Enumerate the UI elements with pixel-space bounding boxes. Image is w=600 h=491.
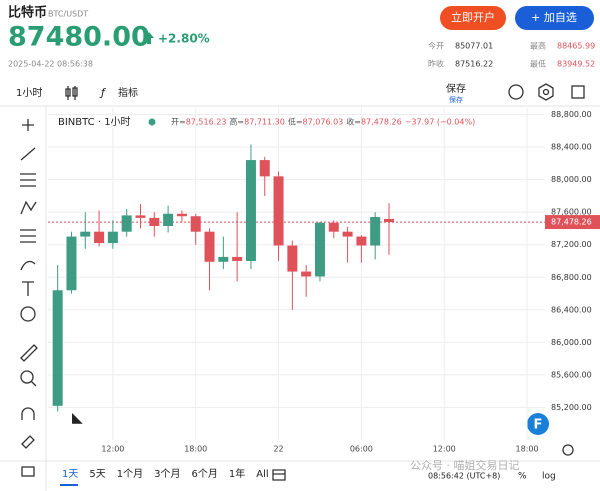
candle-body [342,231,353,237]
x-tick-label: 06:00 [350,445,373,454]
candle-body [273,176,284,246]
candle-body [135,215,146,218]
range-button[interactable]: 1天 [62,469,78,480]
candle-body [383,218,394,223]
candle-body [314,222,325,277]
timestamp: 2025-04-22 08:56:38 [8,60,93,69]
y-tick-label: 86,400.00 [551,305,592,314]
ohlc-label: 高= [229,117,244,127]
y-tick-label: 87,600.00 [551,208,592,217]
stat-value: 85077.01 [455,42,493,51]
candle-body [232,256,243,261]
y-tick-label: 88,400.00 [551,143,592,152]
candle-body [218,256,229,262]
ohlc-value: 87,711.30 [244,118,285,127]
open-account-button[interactable] [440,6,506,30]
range-button[interactable]: 6个月 [192,468,218,480]
candle-body [52,290,63,406]
candle-body [245,160,256,261]
stat-value: 87516.22 [455,60,493,69]
fx-icon: 指标 [118,86,138,99]
ohlc-value: 87,516.23 [186,118,227,127]
range-button[interactable]: 1年 [229,467,245,480]
candle-body [370,217,381,246]
stat-label: 今开 [428,41,444,51]
x-tick-label: 18:00 [516,445,539,454]
watermark: 公众号 · 喵姐交易日记 [410,458,520,472]
legend-title: BINBTC · 1小时 [58,116,131,128]
ohlc-change: −37.97 (−0.04%) [405,118,476,127]
candle-body [107,231,118,244]
ohlc-label: 收= [346,117,361,127]
legend-dot [148,118,156,126]
stat-label: 最高 [530,41,546,51]
ohlc-value: 87,076.03 [303,118,344,127]
button-label: + 加自选 [531,11,577,24]
range-button[interactable]: 3个月 [154,468,180,480]
button-label: 立即开户 [451,10,495,24]
range-button[interactable]: 1个月 [117,468,143,480]
y-tick-label: 85,200.00 [551,403,592,412]
f-badge [527,413,549,435]
stat-value: 88465.99 [557,42,595,51]
candle-body [163,213,174,226]
stat-label: 最低 [530,59,546,69]
x-tick-label: 18:00 [184,445,207,454]
y-tick-label: 85,600.00 [551,370,592,379]
coin-name: 比特币 [8,5,47,21]
candle-body [176,213,187,217]
x-tick-label: 12:00 [433,445,456,454]
y-tick-label: 86,000.00 [551,338,592,347]
range-button[interactable]: All [256,469,268,480]
candle-body [66,236,77,291]
y-tick-label: 86,800.00 [551,273,592,282]
candle-body [204,231,215,262]
percent-toggle: % [518,472,527,482]
candle-body [356,236,367,246]
y-tick-label: 87,200.00 [551,240,592,249]
price: 87480.00 [8,22,150,53]
f-letter: F [534,418,543,433]
ohlc-value: 87,478.26 [361,118,402,127]
x-tick-label: 12:00 [101,445,124,454]
last-price-label: 87,478.26 [551,218,592,227]
y-tick-label: 88,000.00 [551,175,592,184]
candle-body [94,231,105,244]
range-button[interactable]: 5天 [89,469,105,480]
toolbar-icons[interactable] [65,83,585,481]
x-tick-label: 22 [273,445,283,454]
last-price-tag [545,215,600,230]
candle-body [80,231,91,237]
candle-body [121,215,132,232]
candle-body [149,217,160,226]
drawing-tools[interactable] [20,119,38,477]
candle-body [301,271,312,277]
tv-logo: ◣ [72,410,83,426]
candle-body [287,245,298,272]
ohlc-label: 低= [288,117,303,127]
change: +2.80% [158,32,210,46]
save-sub: 保存 [449,95,463,104]
save: 保存 [446,82,466,95]
stat-label: 昨收 [428,59,444,69]
log-toggle: log [542,472,556,482]
candle-body [259,160,270,177]
interval: 1小时 [16,87,42,99]
pair: BTC/USDT [48,10,88,19]
candle-body [328,222,339,232]
candle-body [190,216,201,232]
watchlist-button[interactable] [515,6,594,30]
y-tick-label: 88,800.00 [551,110,592,119]
fx: ƒ [99,86,107,99]
footer-time: 08:56:42 (UTC+8) [428,472,500,481]
stat-value: 83949.52 [557,60,595,69]
ohlc-label: 开= [171,118,186,127]
up-arrow [144,32,154,44]
